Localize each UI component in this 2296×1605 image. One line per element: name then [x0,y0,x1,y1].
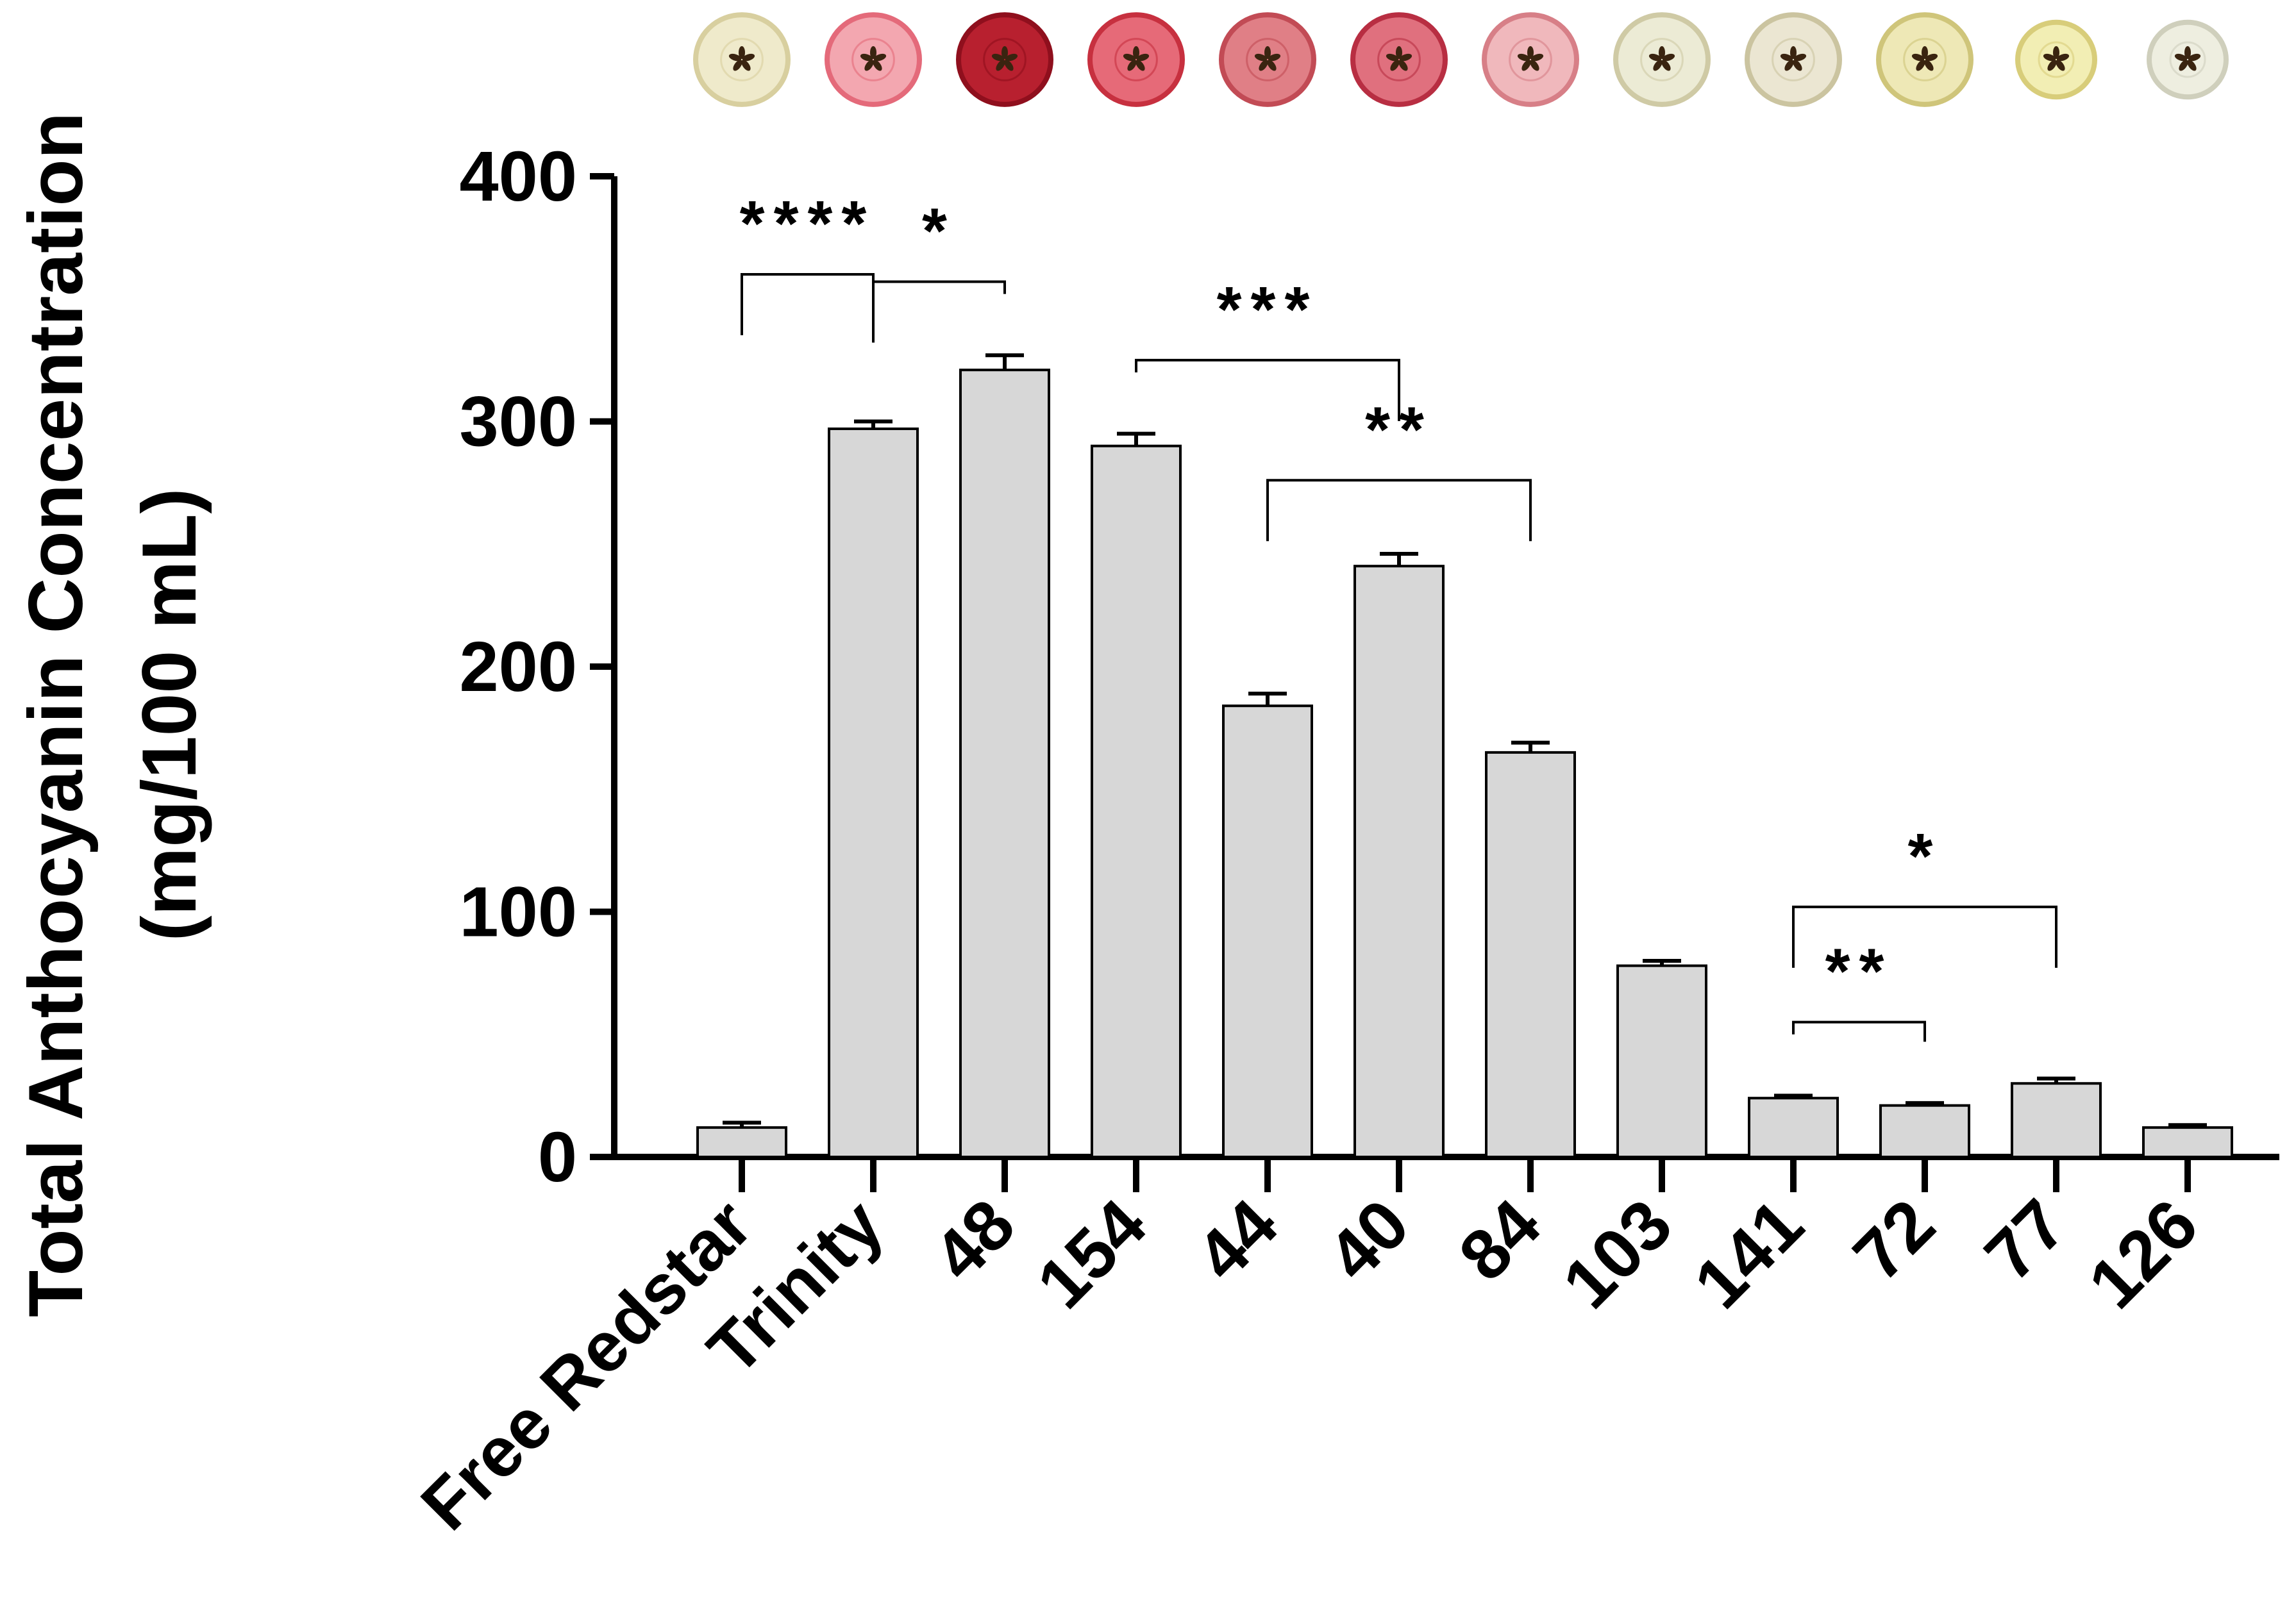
fruit-images [693,12,2229,107]
bar [1353,565,1445,1158]
fruit-cross-section-image [1087,12,1185,107]
x-tick-label: Free Redstar [406,1185,767,1545]
significance-bracket: * [1792,820,2057,968]
error-bar [854,419,892,429]
x-tick-label: 141 [1679,1185,1818,1324]
fruit-cross-section-image [1745,12,1842,107]
significance-label: * [1908,820,1942,892]
x-tick-label: 154 [1022,1185,1161,1324]
x-tick-label: 77 [1970,1185,2081,1295]
fruit-cross-section-image [956,12,1053,107]
x-tick-label: 44 [1181,1185,1292,1295]
fruit-cross-section-image [2015,19,2097,100]
y-tick-label: 200 [459,628,577,706]
error-bar [723,1120,761,1128]
significance-label: *** [1217,274,1319,345]
bar [2011,1082,2102,1158]
x-tick-label: 103 [1548,1185,1687,1324]
significance-label: * [922,195,956,267]
error-bar [1380,552,1418,567]
bar [696,1126,787,1158]
error-bar [1117,431,1155,446]
error-bar [1248,692,1287,706]
significance-bracket: ** [1792,936,1926,1042]
x-tick-label: 48 [918,1185,1029,1295]
significance-bracket: **** [740,188,876,335]
y-axis-title-line1: Total Anthocyanin Concentration [13,112,99,1317]
error-bar [1511,740,1550,753]
significance-brackets: **** ********* [740,188,2057,1042]
x-tick-label: 126 [2074,1185,2213,1324]
fruit-cross-section-image [2147,19,2229,100]
y-tick-label: 0 [538,1118,577,1197]
bar [959,369,1050,1158]
bar [1485,751,1576,1158]
error-bar [1774,1094,1813,1099]
error-bar [985,353,1024,370]
fruit-cross-section-image [693,12,791,107]
error-bar [1906,1101,1944,1106]
significance-bracket: *** [1135,274,1400,421]
y-tick-label: 400 [459,137,577,216]
y-axis-title-line2: (mg/100 mL) [126,488,212,942]
fruit-cross-section-image [1350,12,1448,107]
bar [2142,1126,2233,1158]
x-tick-label: 40 [1312,1185,1423,1295]
significance-bracket: ** [1266,394,1532,542]
error-bar [1643,959,1681,966]
bar [1879,1104,1970,1159]
significance-label: ** [1825,936,1893,1008]
fruit-cross-section-image [1876,12,1973,107]
bar [1091,444,1182,1158]
fruit-cross-section-image [1219,12,1316,107]
fruit-cross-section-image [1482,12,1579,107]
error-bar [2168,1123,2207,1128]
bars [696,353,2233,1159]
significance-label: ** [1365,394,1433,465]
x-tick-label: 84 [1444,1185,1555,1295]
y-tick-label: 300 [459,383,577,462]
x-tick-label: 72 [1838,1185,1949,1295]
fruit-cross-section-image [1613,12,1711,107]
bar [828,427,919,1158]
fruit-cross-section-image [825,12,922,107]
bar [1222,704,1313,1158]
error-bar [2037,1076,2075,1084]
significance-bracket: * [872,195,1006,343]
bar [1616,964,1707,1159]
significance-label: **** [740,188,876,260]
y-tick-label: 100 [459,873,577,952]
bar [1748,1097,1839,1158]
